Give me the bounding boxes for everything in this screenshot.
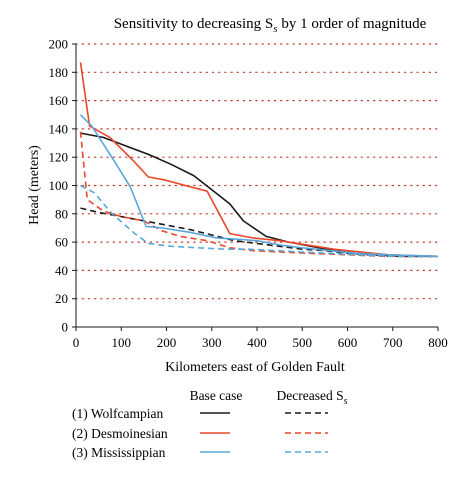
x-tick-label-400: 400 [247, 335, 267, 350]
chart-title: Sensitivity to decreasing Ss by 1 order … [114, 16, 427, 35]
y-tick-label-80: 80 [55, 206, 68, 221]
legend-label-desmoinesian: (2) Desmoinesian [72, 426, 168, 441]
title-subscript: s [273, 23, 277, 35]
tick-labels: 0 20 40 60 80 100 120 140 160 180 200 0 100 200 300 400… [49, 37, 448, 351]
x-tick-label-700: 700 [383, 335, 403, 350]
y-tick-label-60: 60 [55, 235, 68, 250]
grid [75, 43, 439, 300]
y-tick-label-160: 160 [49, 93, 69, 108]
y-tick-label-0: 0 [62, 320, 69, 335]
y-axis-label: Head (meters) [27, 145, 42, 225]
x-tick-label-600: 600 [338, 335, 358, 350]
legend-header-base: Base case [190, 388, 243, 403]
x-tick-label-300: 300 [202, 335, 222, 350]
x-axis-label: Kilometers east of Golden Fault [165, 360, 345, 375]
y-tick-label-100: 100 [49, 178, 69, 193]
y-tick-label-40: 40 [55, 263, 68, 278]
series-lines [79, 62, 439, 258]
series-line-desmoinesian-base [79, 62, 439, 258]
y-tick-label-180: 180 [49, 65, 69, 80]
y-tick-label-140: 140 [49, 121, 69, 136]
x-tick-label-800: 800 [428, 335, 448, 350]
y-tick-label-120: 120 [49, 150, 69, 165]
legend-label-mississippian: (3) Mississippian [72, 445, 166, 460]
y-tick-label-20: 20 [55, 291, 68, 306]
series-line-desmoinesian-decreased [79, 131, 438, 258]
x-tick-label-100: 100 [112, 335, 132, 350]
y-tick-label-200: 200 [49, 37, 69, 52]
legend: Base case Decreased Ss (1) Wolfcampian (… [72, 388, 348, 460]
legend-header-decreased: Decreased Ss [277, 388, 348, 407]
x-tick-label-500: 500 [293, 335, 313, 350]
series-line-mississippian-decreased [80, 184, 438, 258]
series-line-mississippian-base [79, 114, 439, 258]
x-tick-label-0: 0 [73, 335, 80, 350]
x-tick-label-200: 200 [157, 335, 177, 350]
legend-label-wolfcampian: (1) Wolfcampian [72, 406, 164, 421]
